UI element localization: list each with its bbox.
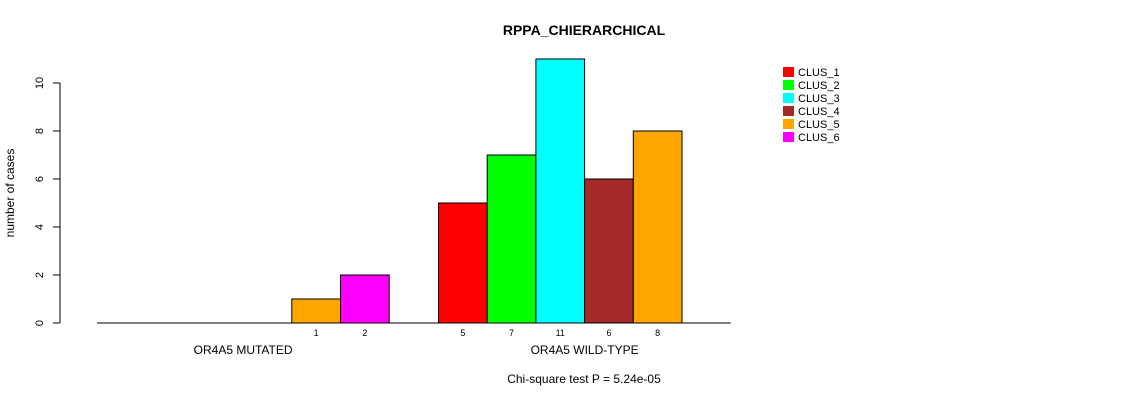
y-axis: 0 2 4 6 8 10	[34, 77, 61, 326]
bar-count-label: 8	[655, 328, 660, 338]
bar-clus-1	[438, 202, 488, 324]
legend-swatch	[783, 67, 794, 77]
legend-label: CLUS_6	[798, 132, 840, 144]
y-tick-label: 0	[34, 320, 46, 326]
y-tick-label: 10	[34, 77, 46, 89]
legend-label: CLUS_2	[798, 80, 840, 92]
y-axis-label: number of cases	[3, 149, 17, 238]
legend-label: CLUS_5	[798, 119, 840, 131]
bar-clus-6	[340, 274, 390, 324]
legend-swatch	[783, 106, 794, 116]
bar-count-label: 1	[314, 328, 319, 338]
bar-count-label: 7	[509, 328, 514, 338]
bar-count-label: 2	[362, 328, 367, 338]
legend-label: CLUS_4	[798, 106, 840, 118]
chart-title: RPPA_CHIERARCHICAL	[503, 22, 666, 38]
group-labels: OR4A5 MUTATED OR4A5 WILD-TYPE	[194, 343, 639, 357]
bar-labels: 1 2 5 7 11 6 8	[314, 328, 661, 338]
bar-clus-2	[486, 154, 537, 324]
bar-count-label: 11	[556, 328, 565, 338]
legend-swatch	[783, 132, 794, 142]
bar-clus-5	[291, 298, 341, 324]
y-tick-label: 8	[34, 128, 46, 134]
bar-clus-3	[535, 58, 586, 324]
legend-label: CLUS_1	[798, 67, 840, 79]
legend-swatch	[783, 80, 794, 90]
legend-swatch	[783, 93, 794, 103]
y-tick-label: 2	[34, 272, 46, 278]
legend-label: CLUS_3	[798, 93, 840, 105]
y-tick-label: 6	[34, 176, 46, 182]
group-label: OR4A5 MUTATED	[194, 343, 293, 357]
chi-square-footer: Chi-square test P = 5.24e-05	[507, 372, 661, 386]
bar-count-label: 5	[460, 328, 465, 338]
bar-count-label: 6	[606, 328, 611, 338]
y-tick-label: 4	[34, 224, 46, 230]
legend-swatch	[783, 119, 794, 129]
bars	[97, 58, 731, 324]
bar-clus-5	[632, 130, 683, 324]
group-label: OR4A5 WILD-TYPE	[531, 343, 639, 357]
bar-clus-4	[584, 178, 634, 324]
